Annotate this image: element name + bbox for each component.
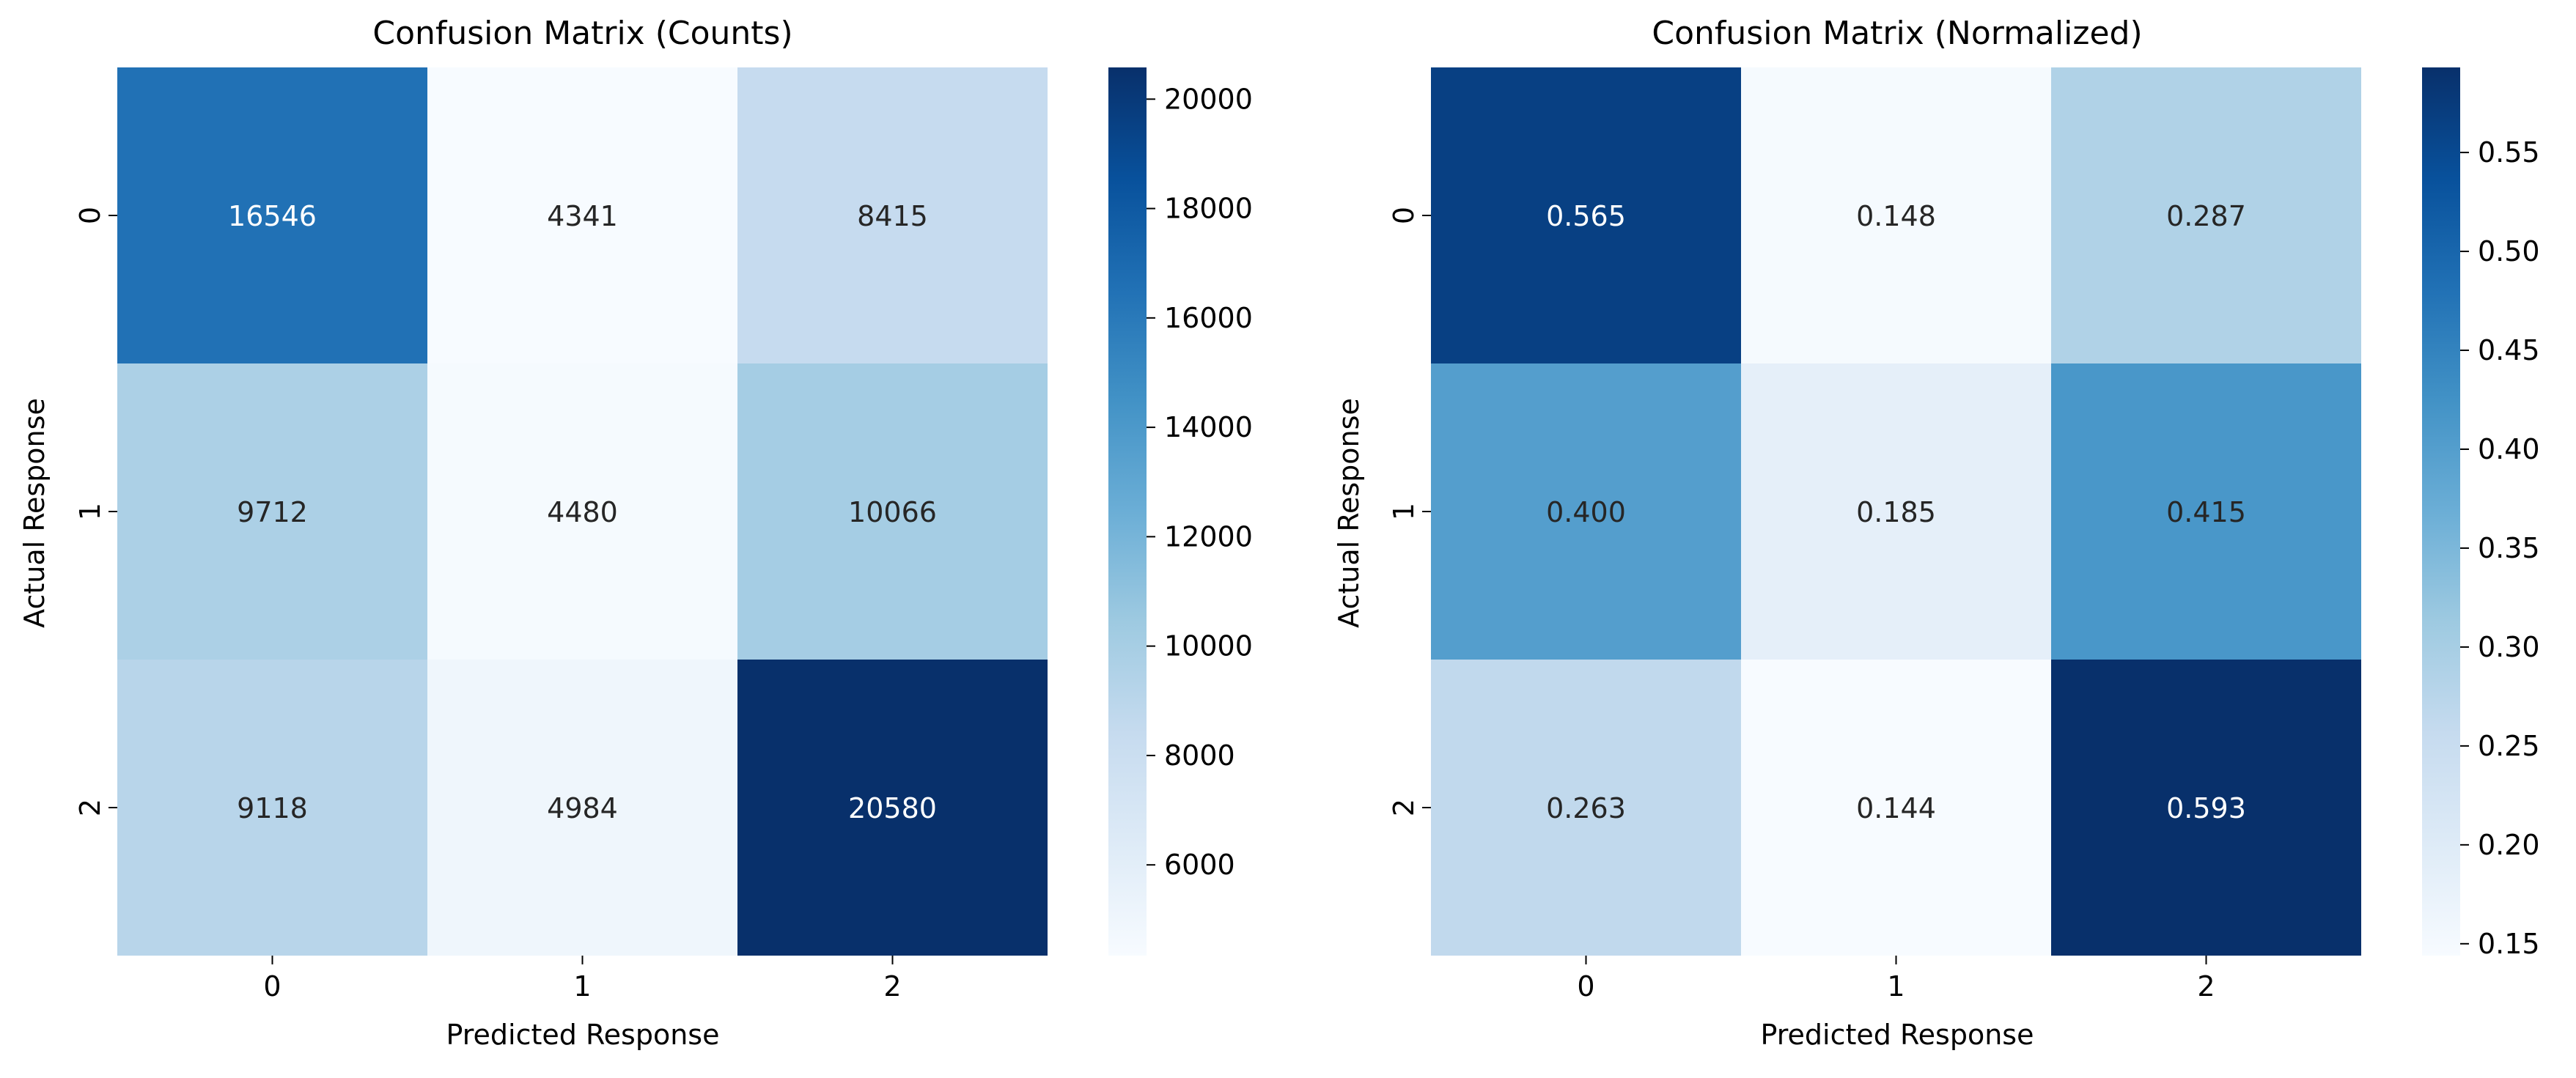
chart-title: Confusion Matrix (Counts)	[372, 15, 792, 52]
colorbar-tick-label: 0.20	[2478, 829, 2540, 861]
heatmap-cell	[737, 67, 1048, 363]
colorbar-tick-label: 0.25	[2478, 730, 2540, 762]
cell-value-label: 4480	[547, 496, 618, 528]
colorbar: 0.15 0.20 0.25 0.30 0.35 0.40 0.45 0.50 0.55	[2422, 67, 2540, 960]
colorbar-tick-label: 0.45	[2478, 334, 2540, 366]
heatmap-cell	[1741, 660, 2051, 956]
colorbar-tick-label: 0.50	[2478, 235, 2540, 267]
x-tick-label: 2	[2197, 970, 2215, 1003]
cell-value-label: 0.565	[1546, 200, 1626, 232]
colorbar-tick-label: 0.35	[2478, 532, 2540, 564]
y-tick-label: 0	[74, 207, 106, 224]
heatmap-normalized: Confusion Matrix (Normalized) 0.565 0.148…	[1333, 15, 2540, 1051]
x-tick-label: 2	[883, 970, 901, 1003]
heatmap-cell	[1741, 363, 2051, 660]
heatmap-counts: Confusion Matrix (Counts) 16546 4341 8415 9…	[18, 15, 1253, 1051]
colorbar-tick-label: 0.15	[2478, 928, 2540, 960]
y-axis-label: Actual Response	[18, 398, 51, 628]
cell-value-label: 4984	[547, 792, 618, 824]
heatmap-cell	[117, 67, 427, 363]
x-tick-label: 0	[1577, 970, 1594, 1003]
y-axis-ticks: 0 1 2	[74, 207, 117, 816]
chart-title: Confusion Matrix (Normalized)	[1652, 15, 2142, 52]
colorbar-gradient	[1108, 67, 1147, 956]
y-tick-label: 1	[1388, 503, 1420, 520]
colorbar-gradient	[2422, 67, 2460, 956]
cell-value-label: 0.593	[2166, 792, 2246, 824]
x-tick-label: 1	[573, 970, 591, 1003]
heatmap-cell	[427, 67, 737, 363]
cell-value-label: 0.144	[1856, 792, 1936, 824]
cell-value-label: 0.263	[1546, 792, 1626, 824]
colorbar-tick-label: 10000	[1164, 630, 1253, 662]
y-tick-label: 2	[74, 799, 106, 816]
y-tick-label: 0	[1388, 207, 1420, 224]
cell-value-label: 8415	[857, 200, 928, 232]
heatmap-cell	[117, 660, 427, 956]
cell-value-label: 10066	[848, 496, 937, 528]
x-axis-label: Predicted Response	[446, 1019, 720, 1051]
colorbar-tick-label: 18000	[1164, 193, 1253, 225]
colorbar-tick-label: 0.30	[2478, 631, 2540, 663]
heatmap-cell	[427, 363, 737, 660]
cell-value-label: 16546	[228, 200, 317, 232]
heatmap-cell	[737, 363, 1048, 660]
colorbar: 6000 8000 10000 12000 14000 16000 18000 20000	[1108, 67, 1253, 956]
cell-value-label: 0.400	[1546, 496, 1626, 528]
heatmap-cells: 16546 4341 8415 9712 4480 10066 9118 4984 20580	[117, 67, 1048, 956]
heatmap-cell	[2051, 660, 2361, 956]
colorbar-tick-label: 6000	[1164, 849, 1235, 881]
heatmap-cell	[427, 660, 737, 956]
x-tick-label: 1	[1887, 970, 1905, 1003]
heatmap-cell	[1431, 660, 1741, 956]
heatmap-cell	[1431, 363, 1741, 660]
colorbar-tick-label: 0.55	[2478, 136, 2540, 169]
colorbar-tick-label: 16000	[1164, 302, 1253, 334]
heatmap-cell	[117, 363, 427, 660]
x-tick-label: 0	[263, 970, 281, 1003]
cell-value-label: 0.415	[2166, 496, 2246, 528]
x-axis-ticks: 0 1 2	[1577, 956, 2215, 1003]
cell-value-label: 9712	[237, 496, 308, 528]
heatmap-cell	[1431, 67, 1741, 363]
y-axis-ticks: 0 1 2	[1388, 207, 1431, 816]
colorbar-tick-label: 14000	[1164, 411, 1253, 443]
heatmap-cells: 0.565 0.148 0.287 0.400 0.185 0.415 0.263 0.144…	[1431, 67, 2361, 956]
colorbar-tick-label: 8000	[1164, 739, 1235, 772]
x-axis-label: Predicted Response	[1761, 1019, 2034, 1051]
heatmap-cell	[2051, 67, 2361, 363]
cell-value-label: 0.287	[2166, 200, 2246, 232]
cell-value-label: 20580	[848, 792, 937, 824]
cell-value-label: 4341	[547, 200, 618, 232]
cell-value-label: 9118	[237, 792, 308, 824]
cell-value-label: 0.185	[1856, 496, 1936, 528]
heatmap-cell	[2051, 363, 2361, 660]
y-axis-label: Actual Response	[1333, 398, 1365, 628]
colorbar-tick-label: 0.40	[2478, 433, 2540, 465]
y-tick-label: 2	[1388, 799, 1420, 816]
cell-value-label: 0.148	[1856, 200, 1936, 232]
y-tick-label: 1	[74, 503, 106, 520]
heatmap-cell	[737, 660, 1048, 956]
heatmap-cell	[1741, 67, 2051, 363]
colorbar-tick-label: 20000	[1164, 83, 1253, 115]
colorbar-tick-label: 12000	[1164, 520, 1253, 553]
x-axis-ticks: 0 1 2	[263, 956, 902, 1003]
